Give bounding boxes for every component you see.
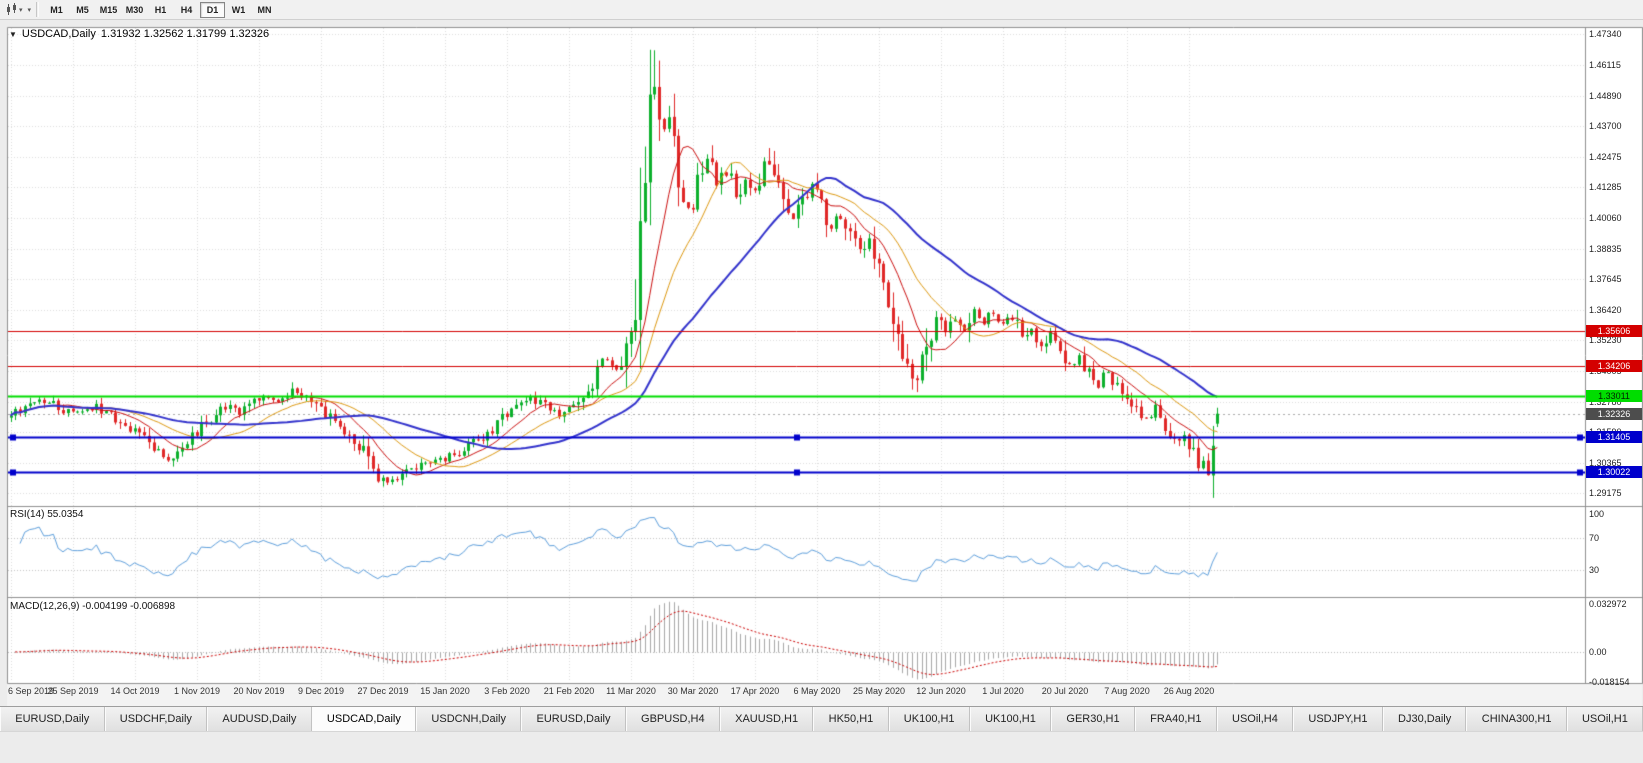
toolbar-separator [36, 2, 40, 17]
chart-type-icon[interactable]: ▾ [3, 2, 25, 18]
timeframe-group: M1 M5 M15 M30 H1 H4 D1 W1 MN [44, 1, 277, 18]
chart-tab-usoil-h4[interactable]: USOil,H4 [1216, 707, 1294, 731]
toolbar: ▾ ▾ M1 M5 M15 M30 H1 H4 D1 W1 MN [0, 0, 1643, 20]
status-strip [0, 731, 1643, 763]
price-chart-canvas[interactable] [0, 20, 1643, 706]
chart-tab-ger30-h1[interactable]: GER30,H1 [1051, 707, 1135, 731]
chart-type-dropdown-icon[interactable]: ▾ [19, 6, 23, 14]
timeframe-button-m30[interactable]: M30 [122, 2, 147, 18]
chart-tab-audusd-daily[interactable]: AUDUSD,Daily [207, 707, 312, 731]
chart-tab-eurusd-daily[interactable]: EURUSD,Daily [0, 707, 105, 731]
timeframe-button-mn[interactable]: MN [252, 2, 277, 18]
timeframe-button-m5[interactable]: M5 [70, 2, 95, 18]
chart-tab-gbpusd-h4[interactable]: GBPUSD,H4 [625, 707, 720, 731]
chart-tab-usdchf-daily[interactable]: USDCHF,Daily [104, 707, 208, 731]
chart-tab-usoil-h1[interactable]: USOil,H1 [1566, 707, 1643, 731]
chart-tab-uk100-h1[interactable]: UK100,H1 [969, 707, 1052, 731]
timeframes-dropdown-icon[interactable]: ▾ [27, 6, 32, 14]
chart-tab-usdjpy-h1[interactable]: USDJPY,H1 [1293, 707, 1383, 731]
chart-tab-usdcnh-daily[interactable]: USDCNH,Daily [416, 707, 522, 731]
chart-tabbar: EURUSD,Daily USDCHF,Daily AUDUSD,Daily USDC… [0, 706, 1643, 731]
chart-tab-eurusd-daily[interactable]: EURUSD,Daily [521, 707, 626, 731]
chart-tab-usdcad-daily[interactable]: USDCAD,Daily [311, 707, 417, 731]
chart-tab-fra40-h1[interactable]: FRA40,H1 [1134, 707, 1217, 731]
timeframe-button-h4[interactable]: H4 [174, 2, 199, 18]
timeframe-button-h1[interactable]: H1 [148, 2, 173, 18]
chart-tab-dj30-daily[interactable]: DJ30,Daily [1382, 707, 1467, 731]
chart-tab-china300-h1[interactable]: CHINA300,H1 [1466, 707, 1567, 731]
timeframe-button-m1[interactable]: M1 [44, 2, 69, 18]
chart-window: ▼ USDCAD,Daily 1.31932 1.32562 1.31799 1… [0, 20, 1643, 706]
chart-tab-uk100-h1[interactable]: UK100,H1 [888, 707, 970, 731]
timeframe-button-d1[interactable]: D1 [200, 1, 226, 18]
chart-tab-hk50-h1[interactable]: HK50,H1 [813, 707, 889, 731]
timeframe-button-m15[interactable]: M15 [96, 2, 121, 18]
timeframe-button-w1[interactable]: W1 [226, 2, 251, 18]
chart-tab-xauusd-h1[interactable]: XAUUSD,H1 [719, 707, 814, 731]
